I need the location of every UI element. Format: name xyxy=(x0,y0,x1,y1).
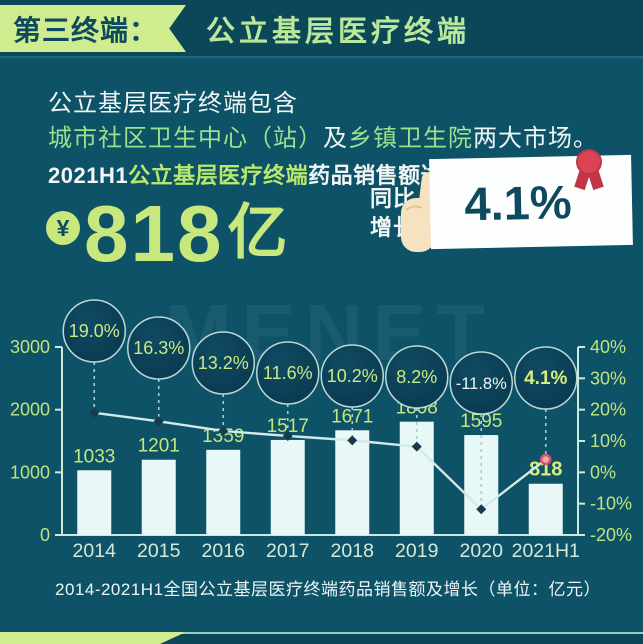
growth-circles: 19.0% 16.3% 13.2% 11.6% 10.2% 8.2% -11.8% 4.1% xyxy=(62,299,578,415)
svg-text:1033: 1033 xyxy=(73,446,115,467)
bar-2021H1 xyxy=(528,483,563,535)
svg-text:30%: 30% xyxy=(590,368,626,388)
growth-line xyxy=(94,411,547,511)
svg-text:2016: 2016 xyxy=(202,540,245,562)
section-tag-label: 第三终端： xyxy=(13,14,159,46)
headline: 2021H1公立基层医疗终端药品销售额达 xyxy=(48,163,444,188)
sales-amount-value: 818 xyxy=(84,189,224,278)
bar-value-labels: 1033120113591517167118081595818 xyxy=(73,398,562,481)
svg-text:1517: 1517 xyxy=(267,416,309,437)
svg-text:20%: 20% xyxy=(590,400,626,420)
svg-text:2019: 2019 xyxy=(395,540,438,562)
svg-text:0: 0 xyxy=(40,525,50,545)
svg-text:1671: 1671 xyxy=(331,406,373,427)
latest-point-marker xyxy=(540,453,552,466)
intro-line2: 城市社区卫生中心（站）及乡镇卫生院两大市场。 xyxy=(48,125,598,152)
x-axis-labels: 2014 2015 2016 2017 2018 2019 2020 2021H1 xyxy=(73,540,580,562)
svg-text:4.1%: 4.1% xyxy=(524,368,567,389)
svg-text:-10%: -10% xyxy=(590,494,632,514)
svg-text:10.2%: 10.2% xyxy=(327,366,378,386)
sales-amount: 818亿 xyxy=(84,184,288,274)
right-axis-labels: 40% 30% 20% 10% 0% -10% -20% xyxy=(590,337,632,545)
svg-text:1595: 1595 xyxy=(460,411,502,432)
footer-accent xyxy=(0,632,186,644)
svg-text:2021H1: 2021H1 xyxy=(512,540,580,562)
award-ribbon-icon xyxy=(572,149,606,191)
svg-text:2017: 2017 xyxy=(266,540,309,562)
left-axis-labels: 3000 2000 1000 0 xyxy=(10,337,50,545)
svg-text:13.2%: 13.2% xyxy=(198,353,249,373)
svg-text:-20%: -20% xyxy=(590,525,632,545)
bar-2017 xyxy=(270,439,305,535)
bars-group xyxy=(77,421,563,535)
dashed-connectors xyxy=(93,362,547,510)
chart-svg: MENET300020001000040%30%20%10%0%-10%-20%… xyxy=(10,288,632,562)
page-title: 公立基层医疗终端 xyxy=(206,15,471,48)
svg-text:19.0%: 19.0% xyxy=(69,321,120,341)
svg-text:10%: 10% xyxy=(590,431,626,451)
svg-text:16.3%: 16.3% xyxy=(133,338,184,358)
header-divider xyxy=(0,56,643,58)
svg-text:40%: 40% xyxy=(590,337,626,357)
svg-text:2018: 2018 xyxy=(331,540,374,562)
line-markers xyxy=(89,407,552,515)
bar-2016 xyxy=(206,449,241,535)
svg-text:1000: 1000 xyxy=(10,462,50,482)
intro-text: 公立基层医疗终端包含 城市社区卫生中心（站）及乡镇卫生院两大市场。 xyxy=(48,86,598,156)
footer-line xyxy=(168,632,643,634)
svg-text:3000: 3000 xyxy=(10,337,50,357)
bar-2018 xyxy=(335,430,370,535)
svg-text:818: 818 xyxy=(529,459,562,481)
yen-circle-icon: ¥ xyxy=(46,211,80,245)
bar-2015 xyxy=(141,459,176,535)
section-tag-banner: 第三终端： xyxy=(0,5,186,52)
svg-text:8.2%: 8.2% xyxy=(396,367,437,387)
svg-text:2015: 2015 xyxy=(137,540,181,562)
chart-caption: 2014-2021H1全国公立基层医疗终端药品销售额及增长（单位：亿元） xyxy=(55,580,602,599)
svg-text:2000: 2000 xyxy=(10,400,50,420)
svg-text:0%: 0% xyxy=(590,462,616,482)
bar-2019 xyxy=(399,421,434,535)
intro-line1: 公立基层医疗终端包含 xyxy=(48,90,298,117)
svg-text:11.6%: 11.6% xyxy=(263,363,313,383)
svg-text:2014: 2014 xyxy=(73,540,117,562)
bar-2014 xyxy=(77,470,112,535)
sales-amount-unit: 亿 xyxy=(227,199,288,266)
sales-growth-chart: MENET 3000 2000 1000 0 40% 30% 20% 10% 0% -10% -20%… xyxy=(0,280,643,580)
svg-text:2020: 2020 xyxy=(460,540,504,562)
svg-text:1201: 1201 xyxy=(138,436,180,457)
svg-text:-11.8%: -11.8% xyxy=(456,375,507,393)
